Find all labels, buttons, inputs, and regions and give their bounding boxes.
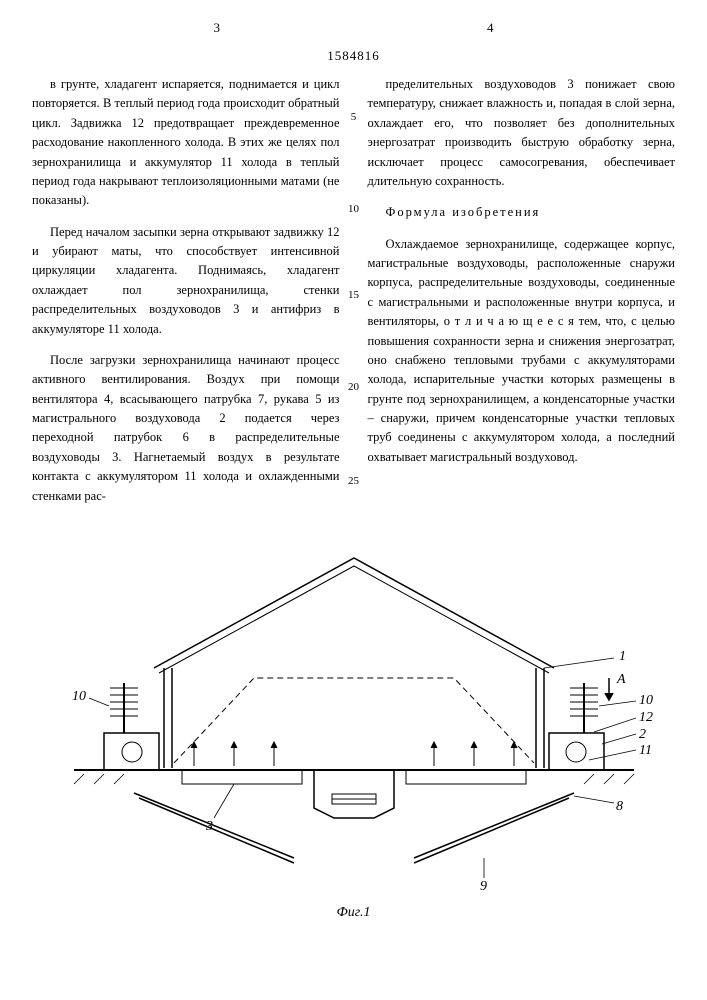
figure-label: 10: [639, 693, 653, 708]
line-number: 10: [348, 204, 359, 215]
paragraph: в грунте, хладагент испаряется, поднимае…: [32, 75, 340, 211]
figure-svg: 1 A 10 12 2 11 8 9 3 10: [34, 538, 674, 898]
figure-label: A: [616, 672, 626, 687]
figure-caption: Фиг.1: [0, 902, 707, 923]
figure: 1 A 10 12 2 11 8 9 3 10: [0, 538, 707, 898]
line-number: 25: [348, 476, 359, 487]
figure-label: 8: [616, 799, 623, 814]
paragraph: После загрузки зернохранилища начинают п…: [32, 351, 340, 506]
figure-label: 9: [480, 879, 487, 894]
formula-title: Формула изобретения: [368, 203, 676, 222]
figure-label: 12: [639, 710, 653, 725]
figure-label: 1: [619, 649, 626, 664]
line-number: 20: [348, 382, 359, 393]
figure-label: 3: [205, 819, 213, 834]
patent-number: 1584816: [0, 46, 707, 66]
paragraph: пределительных воздуховодов 3 понижает с…: [368, 75, 676, 191]
page-number-right: 4: [487, 18, 494, 38]
paragraph: Перед началом засыпки зерна открывают за…: [32, 223, 340, 339]
line-number: 15: [348, 290, 359, 301]
figure-label: 10: [72, 689, 86, 704]
page-number-left: 3: [214, 18, 221, 38]
left-column: в грунте, хладагент испаряется, поднимае…: [32, 75, 340, 518]
right-column: пределительных воздуховодов 3 понижает с…: [368, 75, 676, 518]
line-number: 5: [351, 112, 357, 123]
figure-label: 2: [639, 727, 646, 742]
figure-label: 11: [639, 743, 652, 758]
page-header: 3 4: [0, 0, 707, 46]
paragraph: Охлаждаемое зернохранилище, содержащее к…: [368, 235, 676, 468]
